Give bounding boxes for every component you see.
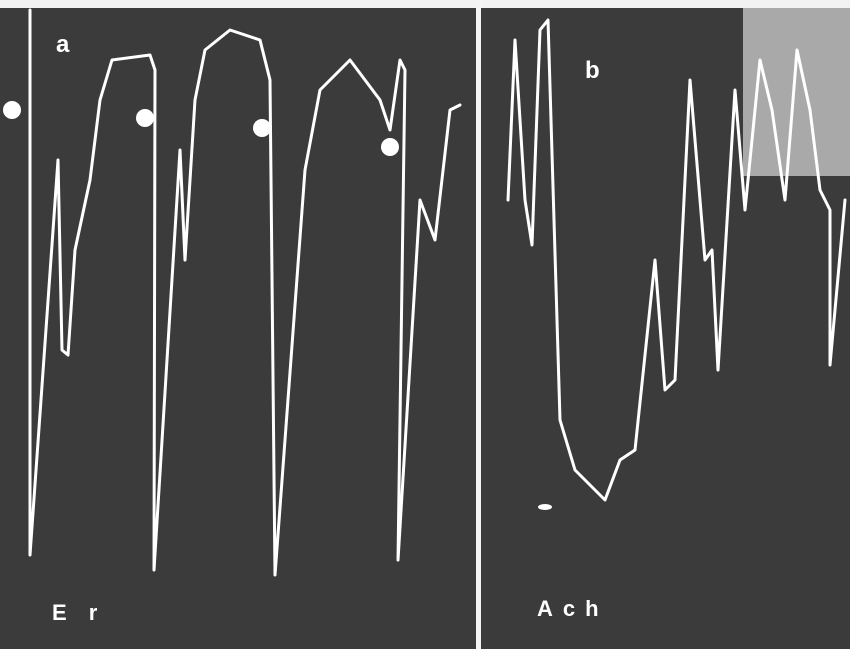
top-margin [0,0,850,8]
panel-caption: Ach [537,596,609,621]
trace-b [506,18,847,502]
panel-label: b [585,57,600,84]
marker-dot [381,138,399,156]
marker-dot [3,101,21,119]
marker-dot [253,119,271,137]
panel-label: a [56,31,70,58]
panel-divider [476,0,481,649]
marker-dot [136,109,154,127]
trace-a [28,8,462,577]
trace-fragment [538,504,552,510]
panel-caption: E r [52,600,105,625]
watermark-box [743,8,850,176]
